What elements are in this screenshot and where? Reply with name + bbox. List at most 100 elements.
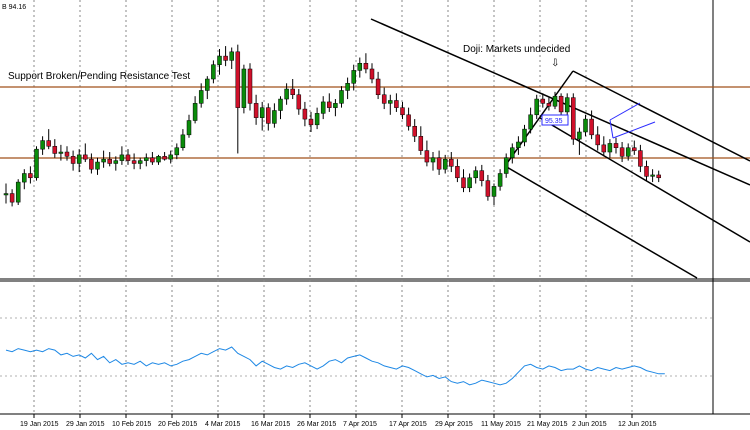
- bear-candle: [412, 126, 417, 137]
- bull-candle: [503, 157, 509, 174]
- bear-candle: [296, 94, 302, 110]
- bull-candle: [583, 118, 588, 133]
- x-axis-tick-label: 10 Feb 2015: [112, 421, 151, 428]
- bear-candle: [558, 95, 564, 113]
- bear-candle: [9, 193, 15, 203]
- indicator-line: [5, 346, 665, 386]
- bear-candle: [595, 134, 600, 146]
- bear-candle: [64, 151, 70, 157]
- bull-candle: [180, 134, 186, 148]
- bear-candle: [52, 146, 58, 154]
- x-axis-tick-label: 19 Jan 2015: [20, 421, 59, 428]
- bear-candle: [302, 108, 308, 120]
- bull-candle: [388, 100, 393, 104]
- bull-candle: [192, 103, 198, 121]
- bull-candle: [516, 141, 521, 148]
- bear-candle: [455, 166, 460, 179]
- bull-candle: [278, 98, 283, 111]
- bull-candle: [119, 154, 125, 161]
- bear-candle: [613, 143, 619, 148]
- bear-candle: [375, 78, 381, 96]
- x-axis-tick-label: 2 Jun 2015: [572, 421, 607, 428]
- bull-candle: [577, 131, 582, 140]
- bull-candle: [351, 70, 356, 84]
- bear-candle: [619, 147, 625, 157]
- bear-candle: [125, 154, 131, 161]
- bull-candle: [137, 160, 143, 164]
- bear-candle: [656, 174, 661, 179]
- price-label-box: [541, 114, 569, 126]
- bull-candle: [333, 103, 338, 108]
- x-axis-tick-label: 29 Apr 2015: [435, 421, 473, 428]
- bull-candle: [339, 90, 344, 104]
- price-label-text: 95.35: [545, 118, 563, 125]
- x-axis-tick-label: 4 Mar 2015: [205, 421, 241, 428]
- bear-candle: [400, 107, 405, 116]
- bull-candle: [284, 88, 289, 100]
- x-axis-tick-label: 11 May 2015: [481, 421, 521, 428]
- bull-candle: [95, 161, 100, 170]
- bull-candle: [625, 147, 631, 157]
- bear-candle: [485, 180, 491, 197]
- bull-candle: [186, 120, 192, 136]
- bull-candle: [113, 160, 119, 164]
- bear-candle: [601, 144, 607, 153]
- bull-candle: [510, 147, 515, 158]
- bull-candle: [607, 143, 613, 153]
- bear-candle: [369, 68, 375, 80]
- bear-candle: [638, 150, 643, 167]
- channel2-upper-line: [572, 70, 750, 162]
- bull-candle: [241, 68, 247, 108]
- bull-candle: [168, 154, 173, 160]
- flag-line: [612, 121, 656, 139]
- bear-candle: [540, 98, 546, 104]
- x-axis-tick-label: 17 Apr 2015: [389, 421, 427, 428]
- bear-candle: [571, 97, 576, 140]
- bull-candle: [528, 114, 533, 130]
- channel-lower-line: [504, 165, 698, 279]
- x-axis-tick-label: 20 Feb 2015: [158, 421, 197, 428]
- bear-candle: [418, 136, 424, 151]
- bear-candle: [546, 103, 552, 107]
- doji-arrow-icon: ⇩: [551, 58, 559, 69]
- bear-candle: [479, 170, 485, 181]
- bull-candle: [58, 151, 64, 154]
- x-axis-tick-label: 16 Mar 2015: [251, 421, 290, 428]
- bear-candle: [589, 118, 594, 136]
- bull-candle: [430, 157, 436, 163]
- bull-candle: [34, 148, 39, 179]
- bull-candle: [272, 110, 277, 124]
- bull-candle: [40, 140, 45, 150]
- bull-candle: [76, 154, 82, 164]
- bear-candle: [449, 158, 454, 167]
- x-axis-tick-label: 29 Jan 2015: [66, 421, 105, 428]
- bull-candle: [101, 158, 106, 163]
- bull-candle: [156, 156, 161, 163]
- support-broken-annotation: Support Broken/Pending Resistance Test: [8, 71, 190, 82]
- bear-candle: [363, 63, 369, 70]
- bull-candle: [564, 97, 570, 113]
- bear-candle: [162, 156, 167, 160]
- bull-candle: [217, 55, 222, 65]
- bear-candle: [266, 107, 271, 124]
- bear-candle: [394, 100, 399, 108]
- bull-candle: [442, 158, 448, 170]
- bear-candle: [644, 166, 649, 177]
- bear-candle: [70, 156, 76, 164]
- bear-candle: [406, 114, 411, 127]
- bull-candle: [229, 51, 234, 61]
- bull-candle: [345, 83, 350, 91]
- bull-candle: [259, 107, 265, 118]
- bear-candle: [308, 118, 314, 126]
- chart-header-text: B 94.16: [2, 4, 26, 11]
- bear-candle: [89, 158, 94, 170]
- bear-candle: [290, 88, 295, 96]
- bear-candle: [461, 177, 466, 189]
- bear-candle: [632, 147, 637, 151]
- flag-line: [609, 102, 641, 121]
- bull-candle: [467, 177, 472, 189]
- bear-candle: [327, 101, 332, 108]
- x-axis-tick-label: 7 Apr 2015: [343, 421, 377, 428]
- bear-candle: [247, 68, 253, 104]
